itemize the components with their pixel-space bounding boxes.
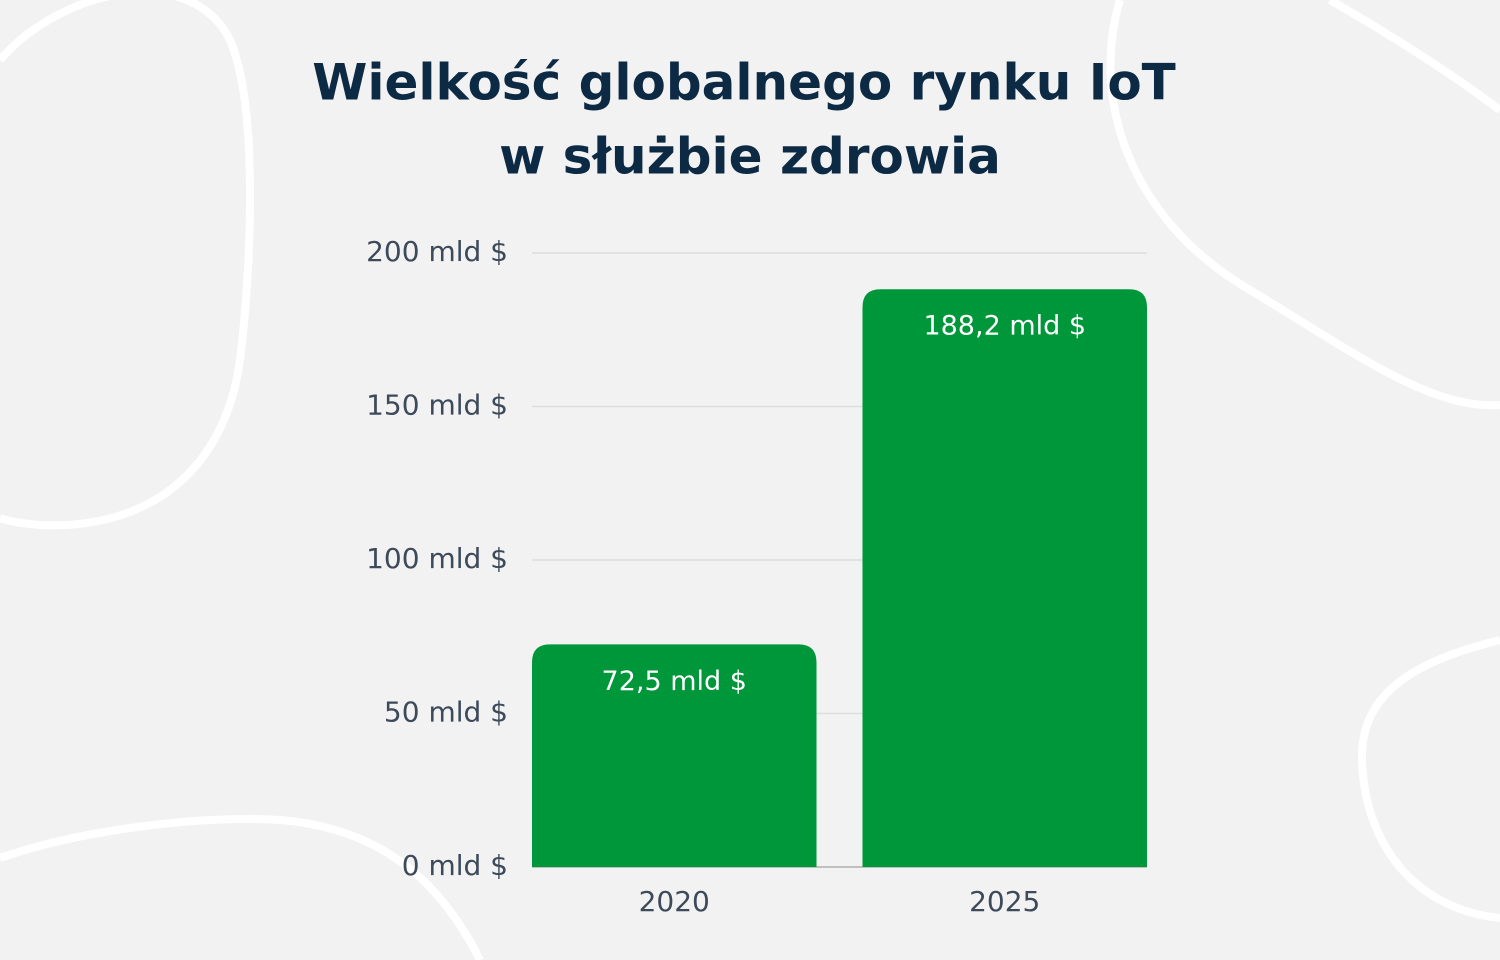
y-tick-label: 150 mld $ — [366, 389, 508, 422]
chart-title: w służbie zdrowia — [499, 128, 1001, 186]
data-label: 188,2 mld $ — [923, 311, 1086, 342]
data-label: 72,5 mld $ — [602, 666, 747, 697]
y-tick-label: 100 mld $ — [366, 542, 508, 575]
chart-title: Wielkość globalnego rynku IoT — [312, 54, 1176, 112]
decoration — [1328, 0, 1500, 114]
bar — [862, 289, 1147, 867]
decoration — [1106, 0, 1500, 410]
bar — [532, 644, 817, 867]
y-tick-label: 200 mld $ — [366, 235, 508, 268]
decoration — [0, 815, 484, 960]
y-tick-label: 0 mld $ — [402, 849, 508, 882]
x-tick-label: 2020 — [639, 885, 710, 918]
decoration — [0, 0, 254, 530]
x-tick-label: 2025 — [969, 885, 1040, 918]
decoration — [1357, 636, 1500, 922]
y-tick-label: 50 mld $ — [384, 696, 508, 729]
